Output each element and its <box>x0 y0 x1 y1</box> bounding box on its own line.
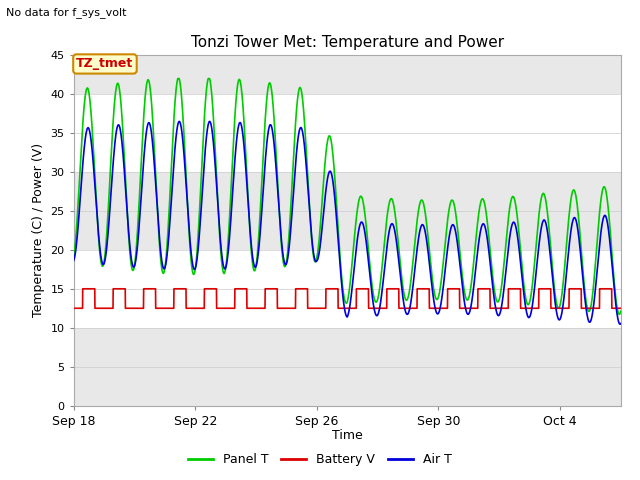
Text: TZ_tmet: TZ_tmet <box>76 58 134 71</box>
Y-axis label: Temperature (C) / Power (V): Temperature (C) / Power (V) <box>32 144 45 317</box>
Legend: Panel T, Battery V, Air T: Panel T, Battery V, Air T <box>183 448 457 471</box>
Title: Tonzi Tower Met: Temperature and Power: Tonzi Tower Met: Temperature and Power <box>191 35 504 50</box>
X-axis label: Time: Time <box>332 429 363 442</box>
Bar <box>74 55 621 94</box>
Bar <box>74 328 621 406</box>
Text: No data for f_sys_volt: No data for f_sys_volt <box>6 7 127 18</box>
Bar <box>74 172 621 250</box>
